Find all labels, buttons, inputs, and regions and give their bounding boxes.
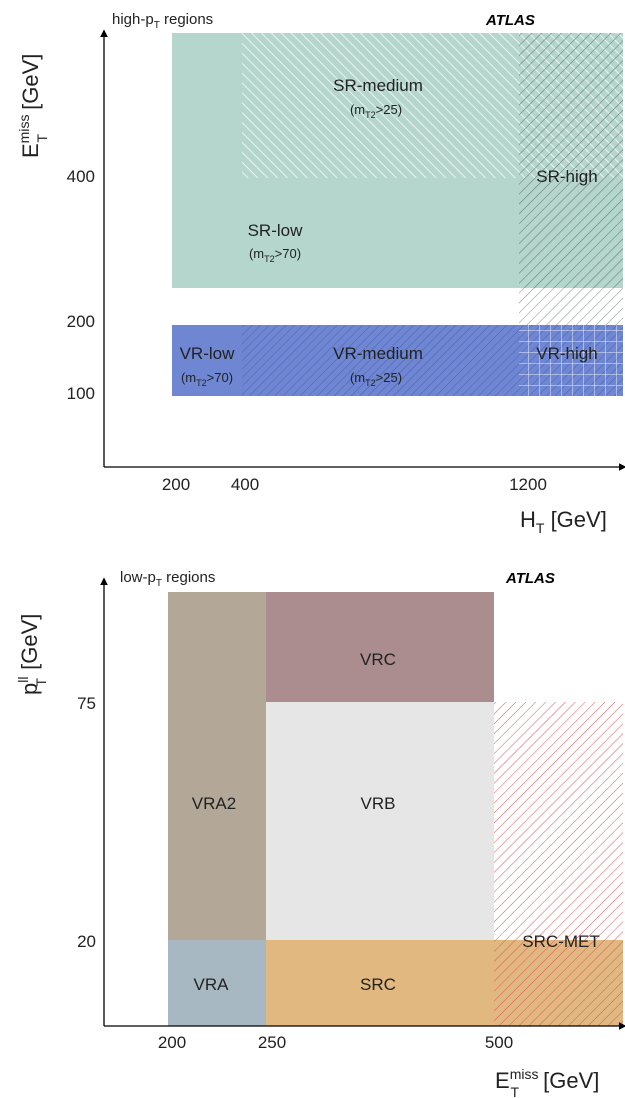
sr-medium-cut: (mT2>25): [350, 102, 402, 120]
top-y-axis-title: Emiss T [GeV]: [16, 54, 50, 158]
vra2-region: [168, 592, 266, 940]
vr-medium-label: VR-medium: [333, 344, 423, 363]
sr-high-label: SR-high: [536, 167, 597, 186]
top-x-tick: 200: [162, 475, 190, 494]
src-met-region: [494, 702, 623, 1026]
top-panel: high-pT regions ATLAS Emiss T [GeV] 400 2…: [16, 11, 625, 536]
top-region-label: high-pT regions: [112, 11, 213, 31]
bottom-x-tick: 500: [485, 1033, 513, 1052]
bottom-atlas-label: ATLAS: [505, 570, 555, 587]
bottom-y-axis-title: pll T [GeV]: [15, 614, 49, 695]
vrc-region: [266, 592, 494, 702]
bottom-x-axis-title: Emiss T [GeV]: [495, 1066, 599, 1098]
vra2-label: VRA2: [192, 794, 236, 813]
bottom-panel: low-pT regions ATLAS pll T [GeV] 75 20 20…: [15, 569, 625, 1098]
vr-high-grid: [519, 325, 623, 396]
top-x-axis-title: HT [GeV]: [520, 507, 607, 536]
vr-high-label: VR-high: [536, 344, 597, 363]
vrb-label: VRB: [361, 794, 396, 813]
top-y-tick: 200: [67, 312, 95, 331]
sr-medium-label: SR-medium: [333, 76, 423, 95]
top-y-tick: 400: [67, 167, 95, 186]
top-y-tick: 100: [67, 384, 95, 403]
vrb-region: [266, 702, 494, 940]
vrc-label: VRC: [360, 650, 396, 669]
vr-low-cut: (mT2>70): [181, 370, 233, 388]
sr-band-left: [172, 33, 242, 178]
sr-high-region: [519, 33, 623, 288]
vra-region: [168, 940, 266, 1026]
sr-low-label: SR-low: [248, 221, 304, 240]
bottom-region-label: low-pT regions: [120, 569, 215, 589]
sr-low-cut: (mT2>70): [249, 246, 301, 264]
bottom-x-tick: 250: [258, 1033, 286, 1052]
bottom-x-tick: 200: [158, 1033, 186, 1052]
src-met-label: SRC-MET: [522, 932, 599, 951]
vr-low-label: VR-low: [180, 344, 236, 363]
src-label: SRC: [360, 975, 396, 994]
bottom-y-tick: 75: [77, 694, 96, 713]
top-x-tick: 400: [231, 475, 259, 494]
top-atlas-label: ATLAS: [485, 12, 535, 29]
top-x-tick: 1200: [509, 475, 547, 494]
sr-high-gap-hatch: [519, 288, 623, 325]
bottom-y-tick: 20: [77, 932, 96, 951]
vra-label: VRA: [194, 975, 230, 994]
vr-medium-cut: (mT2>25): [350, 370, 402, 388]
